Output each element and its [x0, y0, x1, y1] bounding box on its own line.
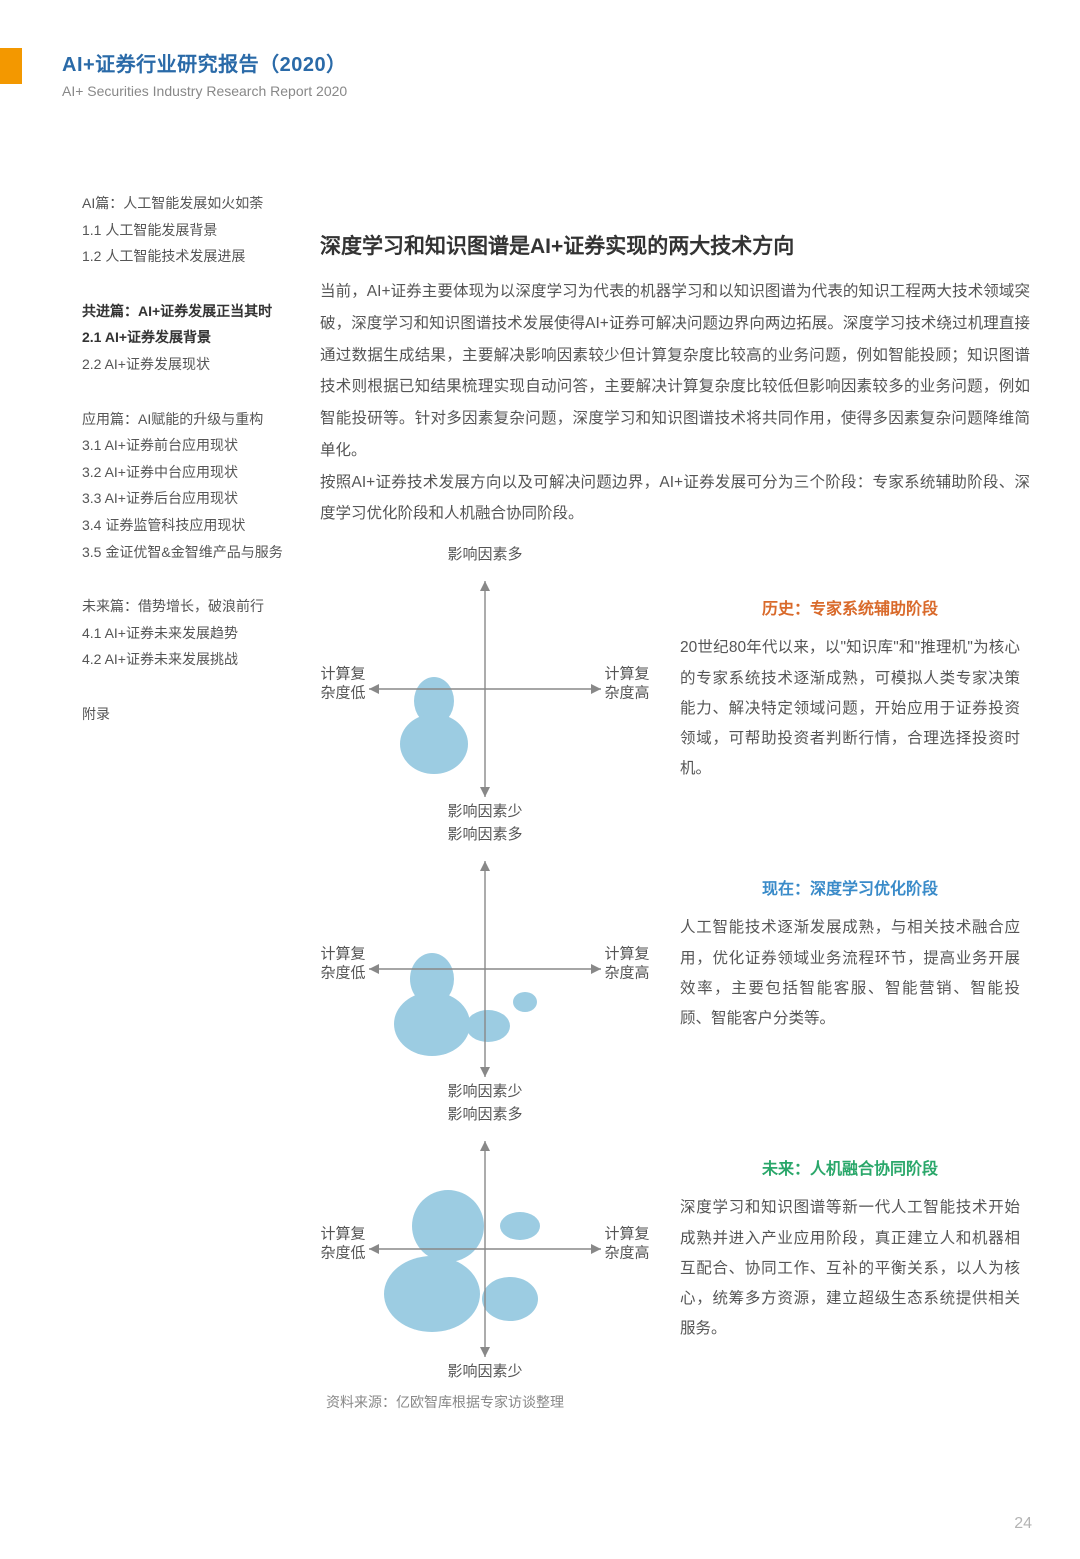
stage-body: 深度学习和知识图谱等新一代人工智能技术开始成熟并进入产业应用阶段，真正建立人和机… — [680, 1193, 1020, 1344]
axis-label-right: 计算复杂度高 — [604, 945, 650, 983]
toc-item: 3.3 AI+证券后台应用现状 — [82, 485, 302, 512]
header-titles: AI+证券行业研究报告（2020） AI+ Securities Industr… — [62, 48, 347, 99]
stage-body: 20世纪80年代以来，以"知识库"和"推理机"为核心的专家系统技术逐渐成熟，可模… — [680, 633, 1020, 784]
stage-description: 未来：人机融合协同阶段 深度学习和知识图谱等新一代人工智能技术开始成熟并进入产业… — [650, 1104, 1020, 1344]
stage-title: 历史：专家系统辅助阶段 — [680, 594, 1020, 625]
axis-label-left: 计算复杂度低 — [320, 945, 366, 983]
toc-item: 3.4 证券监管科技应用现状 — [82, 512, 302, 539]
axis-label-right: 计算复杂度高 — [604, 1225, 650, 1263]
axis-label-right: 计算复杂度高 — [604, 665, 650, 703]
article-paragraph-2: 按照AI+证券技术发展方向以及可解决问题边界，AI+证券发展可分为三个阶段：专家… — [320, 467, 1030, 531]
quadrant-chart: 影响因素多 影响因素少 计算复杂度低 计算复杂度高 — [320, 824, 650, 1104]
toc-item: 2.2 AI+证券发展现状 — [82, 351, 302, 378]
diagram-row: 影响因素多 影响因素少 计算复杂度低 计算复杂度高 现在：深度学习优化阶段 人工… — [320, 824, 1030, 1104]
toc-item-current: 2.1 AI+证券发展背景 — [82, 324, 302, 351]
page-number: 24 — [1014, 1515, 1032, 1533]
toc-item: 3.5 金证优智&金智维产品与服务 — [82, 539, 302, 566]
toc-item: 4.2 AI+证券未来发展挑战 — [82, 646, 302, 673]
stage-description: 历史：专家系统辅助阶段 20世纪80年代以来，以"知识库"和"推理机"为核心的专… — [650, 544, 1020, 784]
toc-section-2-head: 共进篇：AI+证券发展正当其时 — [82, 298, 302, 325]
axis-label-bottom: 影响因素少 — [447, 803, 522, 822]
axis-label-top: 影响因素多 — [447, 826, 522, 845]
article-paragraph-1: 当前，AI+证券主要体现为以深度学习为代表的机器学习和以知识图谱为代表的知识工程… — [320, 276, 1030, 467]
toc-item: 1.1 人工智能发展背景 — [82, 217, 302, 244]
toc-item: 4.1 AI+证券未来发展趋势 — [82, 620, 302, 647]
diagram-row: 影响因素多 影响因素少 计算复杂度低 计算复杂度高 未来：人机融合协同阶段 深度… — [320, 1104, 1030, 1384]
toc-section-4-head: 未来篇：借势增长，破浪前行 — [82, 593, 302, 620]
toc-item: 3.1 AI+证券前台应用现状 — [82, 432, 302, 459]
toc-item: 1.2 人工智能技术发展进展 — [82, 243, 302, 270]
header-accent-block — [0, 48, 22, 84]
axis-label-left: 计算复杂度低 — [320, 665, 366, 703]
stage-body: 人工智能技术逐渐发展成熟，与相关技术融合应用，优化证券领域业务流程环节，提高业务… — [680, 913, 1020, 1034]
toc-item: 3.2 AI+证券中台应用现状 — [82, 459, 302, 486]
quadrant-diagrams: 影响因素多 影响因素少 计算复杂度低 计算复杂度高 历史：专家系统辅助阶段 20… — [320, 544, 1030, 1384]
quadrant-chart: 影响因素多 影响因素少 计算复杂度低 计算复杂度高 — [320, 1104, 650, 1384]
main-content: 深度学习和知识图谱是AI+证券实现的两大技术方向 当前，AI+证券主要体现为以深… — [320, 230, 1030, 1412]
article-title: 深度学习和知识图谱是AI+证券实现的两大技术方向 — [320, 230, 1030, 260]
report-header: AI+证券行业研究报告（2020） AI+ Securities Industr… — [0, 48, 347, 99]
quadrant-chart: 影响因素多 影响因素少 计算复杂度低 计算复杂度高 — [320, 544, 650, 824]
stage-description: 现在：深度学习优化阶段 人工智能技术逐渐发展成熟，与相关技术融合应用，优化证券领… — [650, 824, 1020, 1034]
table-of-contents: AI篇：人工智能发展如火如荼 1.1 人工智能发展背景 1.2 人工智能技术发展… — [82, 190, 302, 728]
report-title-cn: AI+证券行业研究报告（2020） — [62, 48, 347, 77]
axis-label-left: 计算复杂度低 — [320, 1225, 366, 1263]
diagram-row: 影响因素多 影响因素少 计算复杂度低 计算复杂度高 历史：专家系统辅助阶段 20… — [320, 544, 1030, 824]
report-title-en: AI+ Securities Industry Research Report … — [62, 83, 347, 99]
stage-title: 未来：人机融合协同阶段 — [680, 1154, 1020, 1185]
axis-label-top: 影响因素多 — [447, 1106, 522, 1125]
toc-section-3-head: 应用篇：AI赋能的升级与重构 — [82, 406, 302, 433]
axis-label-bottom: 影响因素少 — [447, 1083, 522, 1102]
axis-label-top: 影响因素多 — [447, 546, 522, 565]
stage-title: 现在：深度学习优化阶段 — [680, 874, 1020, 905]
toc-appendix: 附录 — [82, 701, 302, 728]
data-source-note: 资料来源：亿欧智库根据专家访谈整理 — [326, 1392, 1030, 1412]
axis-label-bottom: 影响因素少 — [447, 1363, 522, 1382]
toc-section-1-head: AI篇：人工智能发展如火如荼 — [82, 190, 302, 217]
